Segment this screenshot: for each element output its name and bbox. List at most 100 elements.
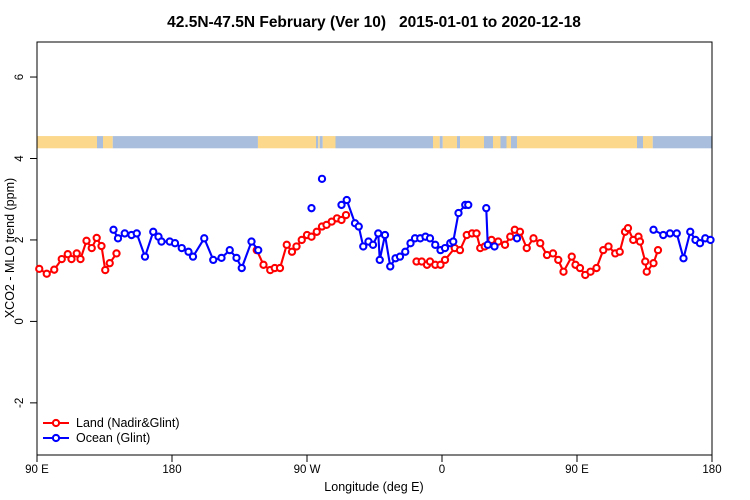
data-point [522, 243, 531, 253]
x-axis-title: Longitude (deg E) [324, 480, 423, 494]
data-point [101, 265, 110, 275]
data-point [500, 240, 510, 249]
data-point [287, 247, 297, 256]
data-point [109, 225, 118, 234]
data-point [282, 240, 291, 249]
series-line [340, 198, 469, 270]
map-strip-ocean-segment [319, 136, 323, 149]
plot-border [36, 41, 713, 456]
data-point [431, 240, 440, 249]
map-strip-ocean-segment [335, 136, 433, 149]
data-point [42, 269, 51, 278]
x-tick-label: 90 W [294, 464, 321, 476]
data-point [642, 267, 651, 276]
data-point [375, 255, 384, 265]
legend-label-land: Land (Nadir&Glint) [76, 416, 180, 430]
data-point [695, 239, 705, 248]
data-point [436, 260, 445, 269]
map-strip-land-segment [442, 136, 457, 149]
data-point [112, 249, 121, 258]
data-point [254, 245, 263, 255]
map-strip-ocean-segment [457, 136, 460, 149]
data-point [297, 235, 306, 245]
data-point [672, 229, 681, 238]
data-point [35, 264, 44, 274]
map-strip-land-segment [322, 136, 336, 149]
x-tick-label: 90 E [25, 464, 49, 476]
data-point [275, 263, 285, 273]
x-axis: 90 E 180 90 W 0 90 E 180 [25, 455, 722, 476]
map-strip-ocean-segment [97, 136, 103, 149]
data-point [455, 245, 465, 255]
data-point [483, 240, 492, 249]
data-point [87, 243, 96, 253]
x-tick-label: 180 [162, 464, 181, 476]
x-tick-label: 180 [702, 464, 721, 476]
map-strip-ocean-segment [112, 136, 258, 149]
data-point [342, 195, 351, 205]
x-tick-label: 90 E [565, 464, 589, 476]
data-point [653, 245, 663, 255]
data-point [157, 237, 166, 246]
map-strip-land-segment [103, 136, 113, 149]
data-point [575, 263, 585, 273]
data-point [506, 232, 515, 241]
data-point [217, 253, 226, 263]
data-point [449, 237, 458, 246]
chart-title-region: 42.5N-47.5N February (Ver 10) [167, 14, 386, 31]
data-point [599, 245, 608, 255]
map-strip-land-segment [517, 136, 637, 149]
data-point [307, 232, 316, 241]
plot-area: 90 E 180 90 W 0 90 E 180 -2 0 2 4 6 [14, 41, 722, 476]
map-strip-ocean-segment [637, 136, 643, 149]
legend-marker-swatch [51, 433, 61, 443]
data-point [490, 242, 499, 251]
data-point [312, 227, 321, 236]
land-ocean-map-strip [37, 136, 712, 149]
data-point [317, 174, 327, 184]
data-point [368, 240, 378, 249]
legend-label-ocean: Ocean (Glint) [76, 431, 150, 445]
data-point [686, 227, 695, 236]
data-point [635, 237, 645, 246]
map-strip-land-segment [37, 136, 97, 149]
data-point [512, 234, 522, 243]
data-point [170, 239, 180, 248]
map-strip-ocean-segment [500, 136, 507, 149]
data-point [76, 254, 85, 264]
data-point [604, 242, 613, 251]
data-point [706, 235, 715, 245]
x-tick-label: 0 [439, 464, 445, 476]
data-point [559, 267, 568, 276]
y-axis: -2 0 2 4 6 [14, 74, 37, 408]
y-tick-label: 2 [14, 237, 26, 243]
data-point [615, 247, 624, 256]
data-point [225, 245, 234, 255]
data-point [641, 257, 650, 266]
data-point [120, 229, 129, 238]
data-point [188, 252, 198, 261]
data-point [395, 252, 405, 261]
data-point [567, 252, 576, 261]
data-point [482, 204, 491, 213]
data-point [659, 230, 668, 240]
map-strip-land-segment [460, 136, 484, 149]
data-point [679, 254, 688, 263]
data-point [425, 234, 435, 243]
map-strip-ocean-segment [511, 136, 517, 149]
data-point [105, 259, 114, 268]
data-point [649, 259, 658, 268]
data-point [247, 237, 256, 246]
data-point [623, 223, 633, 233]
data-point [209, 255, 218, 265]
series-ocean [109, 174, 715, 273]
legend [43, 418, 69, 443]
data-point [529, 234, 538, 243]
data-point [307, 204, 316, 213]
data-point [113, 234, 123, 243]
data-point [472, 229, 481, 238]
y-axis-title: XCO2 - MLO trend (ppm) [3, 178, 17, 318]
data-point [132, 229, 141, 238]
map-strip-land-segment [257, 136, 316, 149]
